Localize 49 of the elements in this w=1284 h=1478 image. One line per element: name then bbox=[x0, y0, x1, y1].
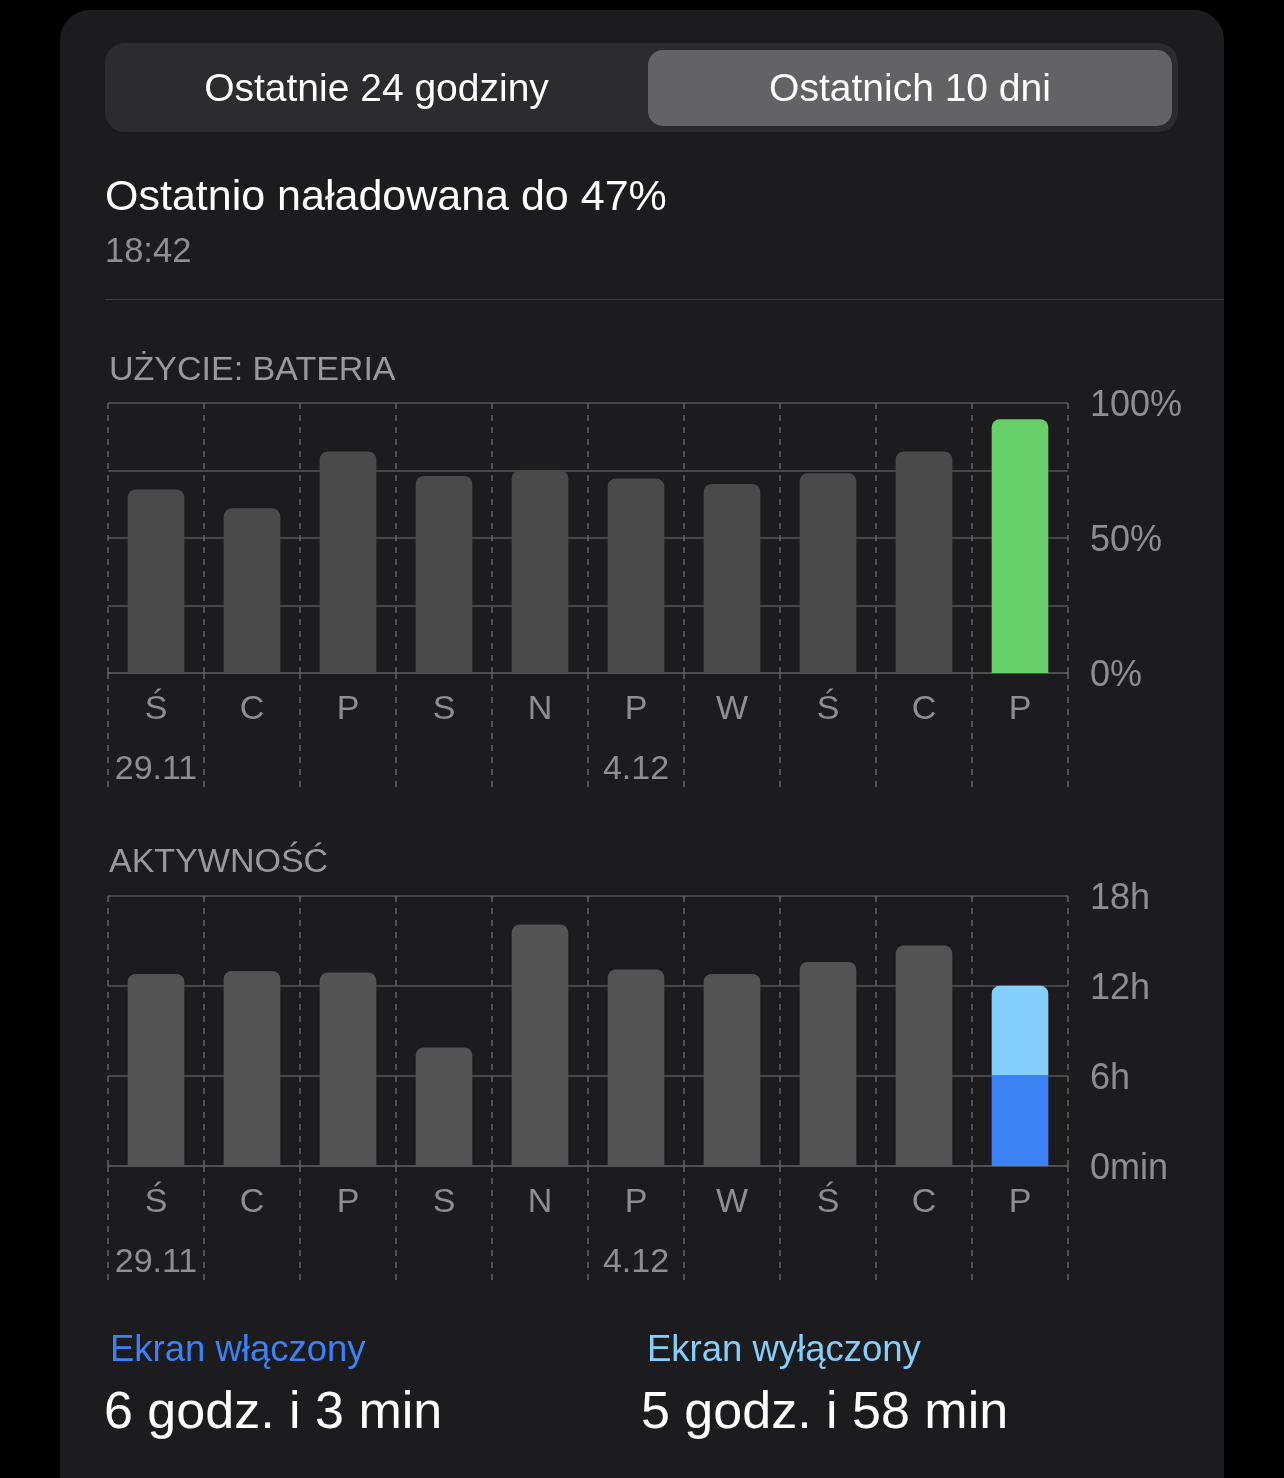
y-tick-label: 12h bbox=[1090, 965, 1151, 1007]
x-tick-label: N bbox=[527, 1181, 553, 1219]
x-tick-label: P bbox=[1008, 1181, 1032, 1219]
text: 18:42 bbox=[105, 230, 192, 271]
x-tick-label: N bbox=[527, 688, 553, 726]
text: 6 godz. i 3 min bbox=[104, 1380, 443, 1441]
x-tick-label: S bbox=[432, 1181, 456, 1219]
text: Ekran włączony bbox=[110, 1328, 367, 1369]
bar bbox=[799, 473, 857, 673]
x-tick-label: W bbox=[715, 688, 749, 726]
text: Ostatnio naładowana do 47% bbox=[105, 170, 667, 221]
bar bbox=[511, 470, 569, 673]
y-tick-label: 0min bbox=[1090, 1145, 1169, 1187]
x-tick-label: S bbox=[432, 688, 456, 726]
x-tick-label: W bbox=[715, 1181, 749, 1219]
chart-title: UŻYCIE: BATERIA bbox=[109, 349, 396, 387]
x-tick-label: P bbox=[336, 1181, 360, 1219]
text: Ostatnich 10 dni bbox=[769, 66, 1051, 110]
y-tick-label: 100% bbox=[1090, 382, 1183, 424]
x-tick-label: C bbox=[239, 688, 265, 726]
chart-title: AKTYWNOŚĆ bbox=[109, 841, 329, 879]
bar bbox=[127, 489, 185, 673]
bar bbox=[991, 419, 1049, 673]
x-tick-label: P bbox=[336, 688, 360, 726]
x-tick-label: C bbox=[911, 1181, 937, 1219]
y-tick-label: 0% bbox=[1090, 652, 1143, 694]
x-tick-label: Ś 29.11 bbox=[114, 1181, 198, 1279]
x-tick-label: Ś bbox=[816, 688, 840, 726]
x-tick-label: Ś 29.11 bbox=[114, 688, 198, 786]
x-tick-label: P bbox=[1008, 688, 1032, 726]
text: Ekran wyłączony bbox=[647, 1328, 922, 1369]
x-tick-label: C bbox=[911, 688, 937, 726]
bar bbox=[319, 451, 377, 673]
x-tick-label: C bbox=[239, 1181, 265, 1219]
bar bbox=[223, 508, 281, 673]
bar bbox=[991, 985, 1049, 1076]
bar bbox=[607, 478, 665, 673]
bar bbox=[991, 1075, 1049, 1166]
bar bbox=[703, 484, 761, 673]
bar bbox=[895, 451, 953, 673]
x-tick-label: Ś bbox=[816, 1181, 840, 1219]
bar bbox=[415, 475, 473, 673]
text: Ostatnie 24 godziny bbox=[204, 66, 549, 110]
x-tick-label: P 4.12 bbox=[602, 688, 670, 786]
text: 5 godz. i 58 min bbox=[641, 1380, 1009, 1441]
y-tick-label: 6h bbox=[1090, 1055, 1131, 1097]
y-tick-label: 50% bbox=[1090, 517, 1163, 559]
y-tick-label: 18h bbox=[1090, 875, 1151, 917]
x-tick-label: P 4.12 bbox=[602, 1181, 670, 1279]
